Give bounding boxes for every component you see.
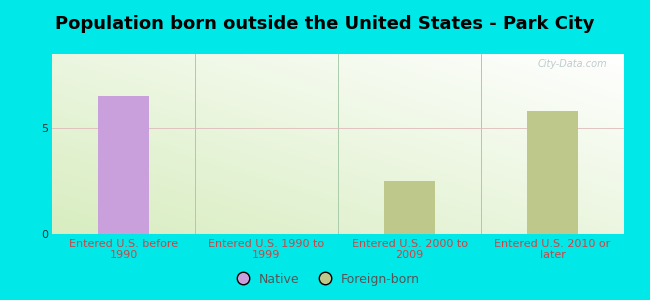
Bar xyxy=(99,96,148,234)
Bar xyxy=(528,111,578,234)
Bar xyxy=(384,181,434,234)
Legend: Native, Foreign-born: Native, Foreign-born xyxy=(225,268,425,291)
Text: Population born outside the United States - Park City: Population born outside the United State… xyxy=(55,15,595,33)
Text: City-Data.com: City-Data.com xyxy=(537,59,607,69)
